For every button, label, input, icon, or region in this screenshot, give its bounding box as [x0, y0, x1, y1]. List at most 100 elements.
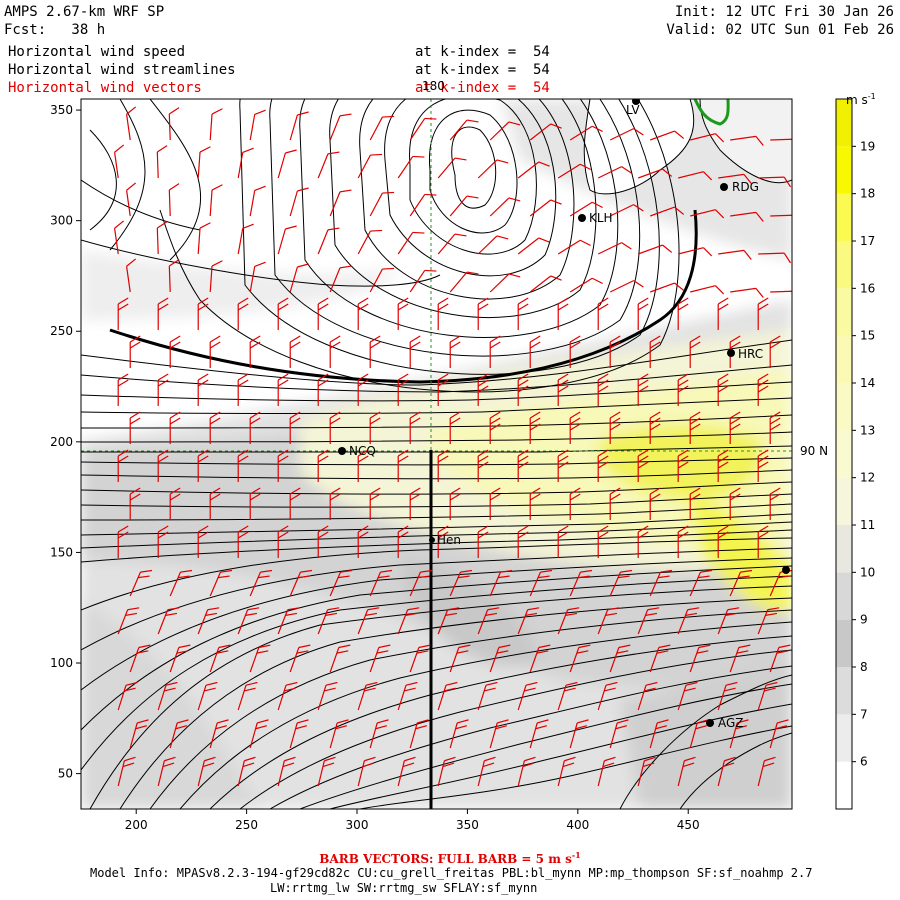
wind-barb	[529, 199, 562, 217]
x-tick-label: 400	[566, 818, 589, 832]
wind-barb	[609, 335, 621, 368]
model-title: AMPS 2.67-km WRF SP	[4, 4, 165, 20]
wind-barb	[637, 297, 649, 330]
wind-barb	[489, 719, 509, 749]
wind-barb	[409, 117, 437, 141]
wind-barb	[489, 644, 511, 673]
wind-barb	[557, 607, 580, 635]
wind-barb	[677, 373, 689, 406]
wind-barb	[718, 249, 752, 260]
wind-barb	[277, 373, 289, 406]
plot-frame	[80, 98, 793, 810]
station-label-rdg: RDG	[732, 180, 759, 194]
wind-barb	[357, 449, 369, 482]
field-label-streamlines: Horizontal wind streamlines	[8, 62, 236, 78]
wind-barb	[557, 239, 591, 255]
x-tick-label: 450	[677, 818, 700, 832]
station-dot-lv	[632, 99, 640, 105]
wind-barb	[157, 373, 169, 406]
wind-barb	[397, 449, 409, 482]
wind-barb	[289, 719, 309, 749]
wind-barb	[369, 411, 381, 444]
colorbar-segment	[836, 241, 852, 289]
station-dot-agz	[706, 719, 714, 727]
wind-barb	[369, 267, 395, 293]
wind-barb	[677, 449, 689, 482]
wind-barb	[557, 297, 569, 330]
wind-barb	[329, 411, 341, 444]
wind-barb	[597, 242, 632, 255]
wind-barb	[157, 297, 169, 330]
wind-barb	[689, 719, 709, 749]
wind-barb	[397, 681, 418, 711]
colorbar-segment	[836, 714, 852, 762]
colorbar-tick-label: 9	[860, 613, 868, 627]
map-plot-area: LV RDG KLH HRC NCQ Hen AGZ	[81, 99, 792, 809]
wind-barb	[329, 644, 351, 673]
wind-barb	[409, 719, 429, 749]
wind-barb	[758, 176, 792, 188]
wind-barb	[249, 109, 266, 141]
wind-barb	[569, 335, 581, 368]
wind-barb	[197, 681, 218, 711]
wind-barb	[409, 269, 437, 293]
wind-barb	[277, 756, 296, 787]
wind-barb	[249, 261, 266, 293]
wind-barb	[569, 277, 603, 293]
colorbar-tick-label: 19	[860, 139, 875, 153]
colorbar-segment	[836, 193, 852, 241]
y-tick-label: 250	[50, 324, 73, 338]
wind-barb	[649, 719, 669, 749]
streamline-bold	[109, 209, 698, 384]
wind-barb	[157, 681, 178, 711]
wind-barb	[129, 719, 149, 749]
station-dot-hrc	[727, 349, 735, 357]
wind-barb	[329, 487, 341, 520]
wind-barb	[237, 756, 256, 787]
wind-barb	[329, 335, 341, 368]
wind-barb	[317, 607, 340, 635]
station-label-klh: KLH	[589, 211, 613, 225]
wind-barb	[757, 449, 769, 482]
wind-barb	[597, 525, 609, 558]
wind-barb	[197, 607, 220, 635]
wind-barb	[557, 163, 591, 179]
wind-barb	[517, 297, 529, 330]
wind-barb	[597, 681, 618, 711]
wind-barb	[237, 607, 260, 635]
colorbar-segment	[836, 288, 852, 336]
wind-barb	[397, 231, 425, 255]
colorbar-segment	[836, 572, 852, 620]
wind-barb	[289, 187, 309, 217]
wind-barb	[689, 569, 713, 597]
wind-barb	[597, 166, 632, 179]
wind-barb	[597, 373, 609, 406]
wind-barb	[477, 373, 489, 406]
wind-barb	[757, 297, 769, 330]
wind-barb	[477, 449, 489, 482]
wind-barb	[125, 106, 137, 141]
wind-barb	[129, 487, 141, 520]
colorbar-tick-label: 12	[860, 471, 875, 485]
wind-barb	[449, 335, 461, 368]
wind-barb	[529, 719, 549, 749]
wind-barb	[677, 525, 689, 558]
wind-barb	[529, 644, 551, 673]
wind-barb	[678, 171, 713, 181]
wind-barb	[637, 373, 649, 406]
wind-barb	[769, 719, 789, 749]
wind-barb	[369, 569, 393, 597]
wind-barb	[449, 569, 473, 597]
wind-barb	[769, 411, 781, 444]
wind-barb	[757, 607, 780, 635]
wind-barb	[409, 644, 431, 673]
valid-time: Valid: 02 UTC Sun 01 Feb 26	[666, 22, 894, 38]
wind-barb	[209, 108, 223, 141]
wind-barb	[597, 607, 620, 635]
wind-barb	[717, 607, 740, 635]
wind-barb	[717, 449, 729, 482]
wind-barb	[409, 569, 433, 597]
colorbar-segment	[836, 99, 852, 147]
wind-barb	[357, 153, 383, 179]
wind-barb	[677, 607, 700, 635]
